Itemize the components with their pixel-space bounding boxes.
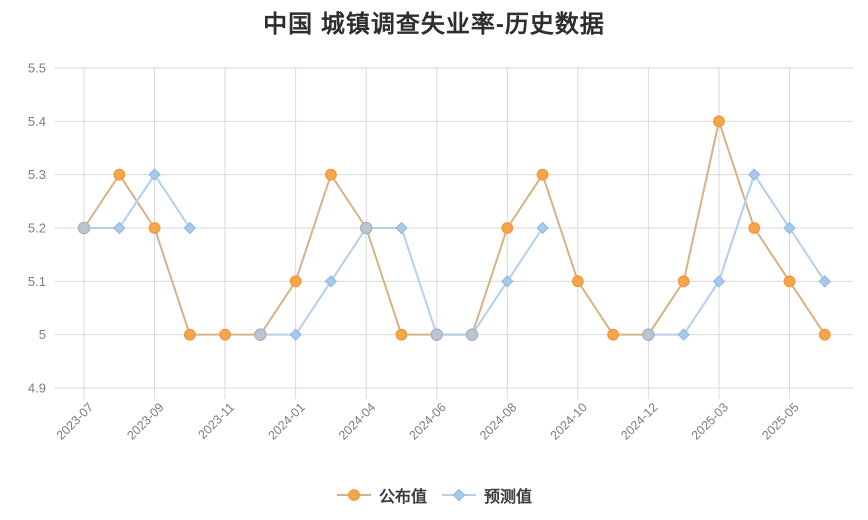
y-axis-tick-label: 5.2: [28, 221, 46, 236]
forecast-series-line: [84, 173, 191, 229]
published-data-point[interactable]: [183, 328, 196, 341]
x-axis-tick-label: 2023-11: [196, 400, 238, 442]
chart-legend: 公布值 预测值: [0, 483, 868, 507]
overlap-data-point[interactable]: [430, 328, 444, 341]
y-axis-tick-label: 5.1: [28, 274, 46, 289]
published-data-point[interactable]: [395, 328, 408, 341]
x-axis-tick-label: 2025-05: [759, 400, 801, 442]
x-axis-tick-label: 2024-10: [548, 400, 590, 442]
forecast-data-point[interactable]: [289, 328, 302, 341]
forecast-series-marker-icon: [442, 488, 476, 502]
published-data-point[interactable]: [713, 115, 725, 128]
forecast-data-point[interactable]: [113, 221, 126, 235]
forecast-series-line: [648, 173, 826, 336]
forecast-data-point[interactable]: [395, 221, 408, 235]
overlap-data-point[interactable]: [465, 328, 479, 341]
y-axis-tick-label: 5.3: [28, 167, 46, 182]
overlap-data-point[interactable]: [77, 221, 91, 235]
forecast-data-point[interactable]: [183, 221, 197, 235]
x-axis-tick-label: 2025-03: [689, 400, 731, 442]
published-data-point[interactable]: [501, 222, 514, 234]
y-axis-tick-label: 5.5: [28, 61, 46, 76]
forecast-data-point[interactable]: [747, 168, 761, 181]
y-axis-tick-label: 4.9: [28, 381, 46, 396]
overlap-data-point[interactable]: [359, 221, 373, 235]
published-data-point[interactable]: [677, 275, 690, 288]
legend-label-published: 公布值: [378, 489, 427, 506]
published-data-point[interactable]: [113, 168, 126, 181]
published-data-point[interactable]: [571, 275, 584, 288]
forecast-data-point[interactable]: [712, 275, 726, 288]
published-data-point[interactable]: [783, 275, 796, 288]
forecast-data-point[interactable]: [536, 221, 549, 235]
x-axis-tick-label: 2024-04: [336, 400, 378, 442]
chart-title: 中国 城镇调查失业率-历史数据: [263, 11, 605, 38]
y-axis-tick-label: 5: [39, 327, 46, 342]
published-data-point[interactable]: [219, 328, 232, 341]
legend-item-published[interactable]: 公布值: [336, 483, 427, 507]
forecast-data-point[interactable]: [501, 275, 514, 288]
x-axis-tick-label: 2024-12: [618, 400, 660, 442]
forecast-data-point[interactable]: [324, 275, 338, 288]
forecast-data-point[interactable]: [818, 275, 832, 288]
x-axis-tick-label: 2024-06: [407, 400, 449, 442]
forecast-data-point[interactable]: [148, 168, 161, 181]
published-data-point[interactable]: [289, 275, 302, 288]
published-data-point[interactable]: [818, 328, 831, 341]
y-axis-tick-label: 5.4: [28, 114, 46, 129]
forecast-data-point[interactable]: [677, 328, 690, 341]
forecast-data-point[interactable]: [783, 221, 796, 235]
x-axis-tick-label: 2024-01: [265, 400, 307, 442]
overlap-data-point[interactable]: [642, 328, 655, 341]
legend-item-forecast[interactable]: 预测值: [441, 483, 532, 507]
x-axis-tick-label: 2023-07: [54, 400, 96, 442]
x-axis-tick-label: 2024-08: [477, 400, 519, 442]
legend-label-forecast: 预测值: [484, 489, 533, 506]
published-data-point[interactable]: [607, 328, 620, 341]
published-data-point[interactable]: [536, 168, 549, 181]
overlap-data-point[interactable]: [254, 328, 267, 341]
published-series-marker-icon: [336, 489, 371, 501]
published-data-point[interactable]: [325, 168, 337, 181]
published-data-point[interactable]: [148, 222, 161, 234]
x-axis-tick-label: 2023-09: [124, 400, 166, 442]
published-data-point[interactable]: [748, 222, 761, 234]
